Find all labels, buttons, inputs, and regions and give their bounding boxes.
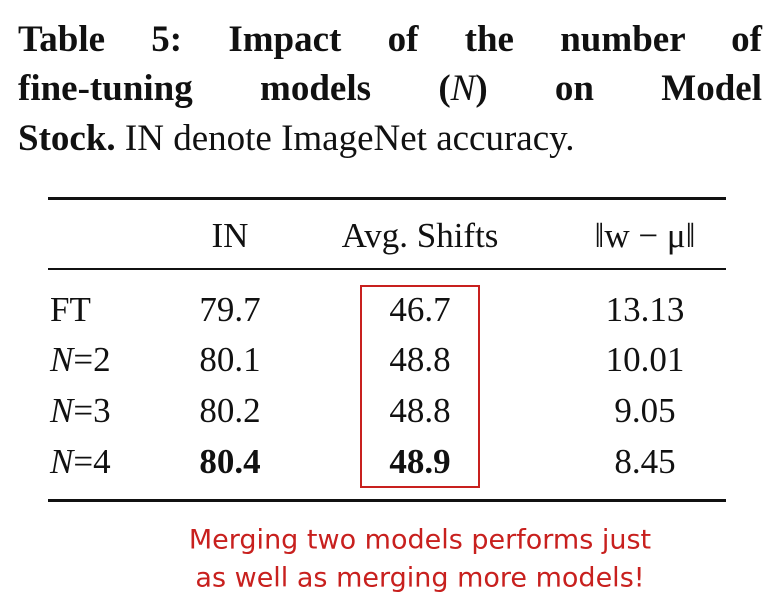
column-header: IN <box>211 216 249 255</box>
highlight-box <box>360 285 480 488</box>
row-label: N=2 <box>50 340 111 380</box>
column-header: Avg. Shifts <box>341 216 499 255</box>
cell: 9.05 <box>614 391 676 430</box>
cell: 80.1 <box>199 340 261 379</box>
caption-symbol: N <box>450 68 476 109</box>
top-rule <box>48 197 726 200</box>
row-suffix: =4 <box>73 442 111 481</box>
caption-text: IN denote ImageNet accuracy. <box>124 118 575 159</box>
row-label: FT <box>50 290 91 330</box>
row-symbol: FT <box>50 290 91 329</box>
caption-text: ) on Model <box>475 68 762 109</box>
row-suffix: =2 <box>73 340 111 379</box>
cell: 13.13 <box>605 290 685 329</box>
mid-rule <box>48 268 726 270</box>
caption-line: Stock. IN denote ImageNet accuracy. <box>18 117 762 160</box>
cell: 80.4 <box>199 442 261 481</box>
cell: 79.7 <box>199 290 261 329</box>
caption-line: fine-tuning models (N) on Model <box>18 67 762 110</box>
cell: 48.8 <box>389 340 451 379</box>
caption-line: Table 5: Impact of the number of <box>18 18 762 61</box>
column-header: ‖w − μ‖ <box>594 216 696 255</box>
cell: 10.01 <box>605 340 685 379</box>
caption-text: Stock. <box>18 118 116 159</box>
caption-text: fine-tuning models ( <box>18 68 451 109</box>
row-label: N=4 <box>50 442 111 482</box>
annotation: as well as merging more models! <box>195 562 645 594</box>
caption-text: Table 5: Impact of the number of <box>18 19 762 60</box>
cell: 8.45 <box>614 442 676 481</box>
annotation: Merging two models performs just <box>188 524 652 556</box>
row-symbol: N <box>50 442 74 481</box>
cell: 46.7 <box>389 290 451 329</box>
row-symbol: N <box>50 391 74 430</box>
cell: 48.9 <box>389 442 451 481</box>
row-suffix: =3 <box>73 391 111 430</box>
row-symbol: N <box>50 340 74 379</box>
cell: 48.8 <box>389 391 451 430</box>
cell: 80.2 <box>199 391 261 430</box>
row-label: N=3 <box>50 391 111 431</box>
bottom-rule <box>48 499 726 502</box>
